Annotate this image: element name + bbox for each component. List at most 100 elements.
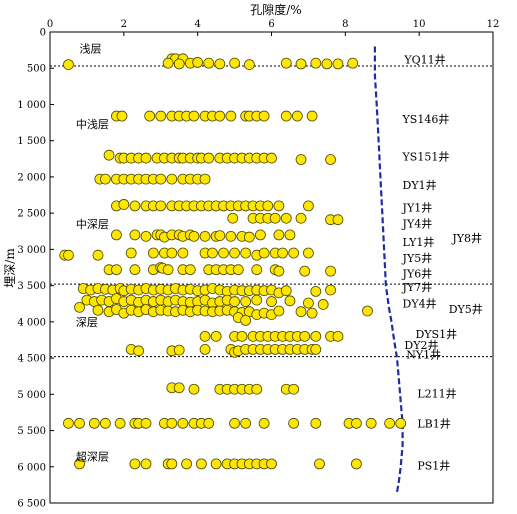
y-tick-label: 2 500 (17, 209, 46, 220)
data-point (295, 212, 307, 224)
data-point (203, 57, 215, 69)
data-point (229, 296, 240, 307)
data-point (199, 343, 211, 355)
data-point (273, 305, 285, 317)
y-tick-label: 3 000 (17, 245, 46, 256)
data-point (192, 57, 204, 68)
y-axis-title: 埋深/m (3, 248, 17, 288)
y-tick-label: 1 500 (17, 136, 46, 147)
data-point (262, 200, 274, 212)
data-point (365, 417, 377, 429)
data-point (351, 417, 362, 429)
zone-label: 中浅层 (76, 118, 109, 131)
data-point (111, 229, 122, 241)
data-point (225, 230, 237, 242)
x-tick-label: 6 (268, 19, 274, 30)
data-point (258, 110, 270, 122)
well-label: DYS1井 (415, 327, 457, 341)
well-label: DY2井 (404, 338, 438, 352)
y-axis-ticks: 0 500 1 000 1 500 2 000 2 500 3 000 3 500 4 000 4… (17, 28, 54, 510)
data-point (173, 382, 185, 394)
data-point (63, 59, 74, 71)
data-point (188, 383, 200, 395)
y-tick-label: 1 000 (17, 100, 46, 111)
data-point (280, 57, 292, 69)
data-point (325, 265, 336, 277)
data-point (351, 458, 362, 470)
data-point (299, 265, 311, 277)
data-point (92, 249, 104, 261)
y-tick-label: 4 000 (17, 317, 46, 328)
data-point (203, 417, 215, 429)
data-point (288, 247, 300, 259)
data-point (306, 307, 318, 319)
data-point (229, 57, 240, 69)
data-point (116, 110, 128, 122)
data-point (210, 330, 222, 342)
well-label: LB1井 (417, 416, 450, 430)
data-point (395, 417, 407, 429)
well-label: JY7井 (402, 280, 433, 294)
data-point (111, 264, 122, 276)
data-point (280, 110, 292, 122)
well-label: NY1井 (406, 347, 441, 361)
data-point (310, 330, 322, 342)
zone-label: 浅层 (80, 43, 102, 56)
x-tick-label: 4 (194, 19, 200, 30)
data-point (266, 458, 277, 470)
data-point (92, 304, 104, 316)
trend-line-group (373, 46, 404, 493)
well-label: JY8井 (451, 231, 482, 245)
data-point (258, 247, 270, 259)
data-point (103, 149, 115, 161)
data-point (243, 231, 255, 243)
data-point (288, 417, 300, 429)
data-point (140, 417, 152, 429)
data-point (310, 417, 322, 429)
well-label: DY5井 (449, 302, 483, 316)
data-point (166, 417, 178, 429)
data-point (303, 247, 314, 259)
data-point (225, 110, 237, 122)
data-point (140, 152, 152, 164)
data-point (277, 247, 288, 259)
data-point (303, 200, 314, 212)
data-point (129, 264, 141, 276)
y-tick-label: 0 (40, 28, 46, 39)
data-point (362, 305, 373, 317)
zone-boundary-lines (50, 65, 493, 358)
well-label: PS1井 (417, 458, 450, 472)
y-tick-label: 6 000 (17, 462, 46, 473)
data-point (347, 57, 359, 69)
data-point (173, 58, 185, 70)
data-point (273, 200, 285, 212)
data-point (63, 417, 74, 429)
data-point (273, 265, 285, 277)
x-tick-label: 8 (342, 19, 348, 30)
y-tick-label: 3 500 (17, 281, 46, 292)
data-point (140, 458, 152, 470)
data-point (162, 264, 174, 276)
data-point (232, 264, 244, 276)
data-point (214, 110, 226, 122)
y-tick-label: 500 (27, 64, 46, 75)
data-point (88, 417, 100, 429)
y-tick-label: 5 500 (17, 426, 46, 437)
data-point (227, 212, 239, 224)
data-point (321, 58, 333, 70)
data-point (177, 247, 189, 259)
data-point (166, 458, 178, 470)
data-point (295, 306, 307, 318)
data-point (251, 294, 263, 306)
data-point (269, 212, 281, 224)
well-label: YS146井 (402, 112, 450, 126)
well-label: LY1井 (403, 235, 435, 249)
x-axis-title: 孔隙度/% (250, 2, 301, 17)
data-point (214, 230, 226, 242)
x-tick-label: 2 (121, 19, 127, 30)
data-point (284, 229, 296, 241)
data-point (291, 110, 303, 122)
data-point (129, 458, 141, 470)
